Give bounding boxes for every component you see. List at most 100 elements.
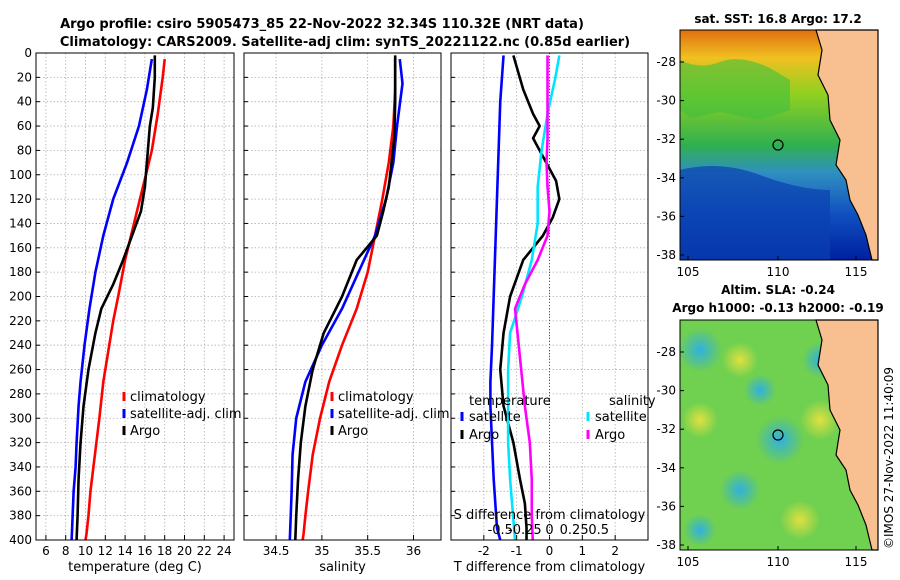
sla-low-eddy bbox=[684, 514, 716, 546]
sst-argo-location-marker bbox=[772, 139, 784, 151]
secondary-tick-label: 0 bbox=[545, 523, 553, 538]
difference-panel: -2 -1 0 1 2 T difference from climatology temp… bbox=[450, 52, 656, 575]
map-y-tick-label: -36 bbox=[656, 209, 676, 223]
map-y-tick-label: -34 bbox=[656, 171, 676, 185]
x-axis-label: T difference from climatology bbox=[453, 560, 646, 575]
sla-map-title2: Argo h1000: -0.13 h2000: -0.19 bbox=[672, 301, 883, 315]
x-tick-label: 14 bbox=[117, 544, 132, 558]
sla-argo-location-marker bbox=[772, 429, 784, 441]
x-tick-label: 16 bbox=[137, 544, 152, 558]
map-x-tick-label: 110 bbox=[767, 555, 790, 569]
sla-map-title1: Altim. SLA: -0.24 bbox=[721, 283, 835, 297]
sla-low-eddy bbox=[720, 470, 760, 510]
x-axis-label: salinity bbox=[319, 560, 366, 575]
y-tick-label: 40 bbox=[17, 95, 32, 109]
x-tick-label: -2 bbox=[478, 544, 490, 558]
secondary-axis-label: S difference from climatology bbox=[454, 508, 646, 523]
legend-label: satellite-adj. clim bbox=[130, 407, 242, 422]
map-y-tick-label: -30 bbox=[656, 384, 676, 398]
legend-label: Argo bbox=[595, 428, 625, 443]
y-tick-label: 200 bbox=[9, 290, 32, 304]
legend-label: Argo bbox=[130, 424, 160, 439]
sla-map: 105 110 115 -28 -30 -32 -34 -36 -38 bbox=[656, 319, 879, 569]
y-tick-label: 120 bbox=[9, 192, 32, 206]
x-tick-label: 24 bbox=[216, 544, 231, 558]
y-tick-label: 400 bbox=[9, 533, 32, 547]
secondary-tick-label: -0.25 bbox=[508, 523, 542, 538]
series-satellite-adj-clim-line bbox=[288, 58, 404, 541]
legend-label: climatology bbox=[338, 390, 414, 405]
y-tick-label: 140 bbox=[9, 216, 32, 230]
map-x-tick-label: 115 bbox=[845, 555, 868, 569]
secondary-tick-label: -0.5 bbox=[488, 523, 513, 538]
x-tick-label: 34.5 bbox=[263, 544, 290, 558]
y-tick-label: 220 bbox=[9, 314, 32, 328]
y-tick-label: 160 bbox=[9, 241, 32, 255]
legend-label: satellite bbox=[469, 410, 521, 425]
x-tick-label: 36 bbox=[406, 544, 421, 558]
map-y-tick-label: -28 bbox=[656, 55, 676, 69]
y-tick-label: 300 bbox=[9, 411, 32, 425]
x-axis-label: temperature (deg C) bbox=[68, 560, 202, 575]
map-x-tick-label: 115 bbox=[845, 265, 868, 279]
y-tick-label: 60 bbox=[17, 119, 32, 133]
y-tick-label: 340 bbox=[9, 460, 32, 474]
map-y-tick-label: -32 bbox=[656, 422, 676, 436]
series-satellite-adj-clim-line bbox=[70, 58, 154, 541]
legend-label: Argo bbox=[338, 424, 368, 439]
series-climatology-line bbox=[301, 59, 397, 541]
legend-label: climatology bbox=[130, 390, 206, 405]
sla-high-eddy bbox=[682, 402, 718, 438]
legend-label: satellite bbox=[595, 410, 647, 425]
y-tick-label: 320 bbox=[9, 436, 32, 450]
x-tick-label: 2 bbox=[611, 544, 619, 558]
y-tick-label: 240 bbox=[9, 338, 32, 352]
sla-high-eddy bbox=[780, 500, 820, 540]
salinity-panel: 34.5 35 35.5 36 salinity climatology satellite… bbox=[243, 52, 450, 575]
series-climatology-line bbox=[84, 58, 166, 541]
map-y-tick-label: -34 bbox=[656, 461, 676, 475]
y-tick-label: 20 bbox=[17, 70, 32, 84]
legend-label: satellite-adj. clim bbox=[338, 407, 450, 422]
x-tick-label: 1 bbox=[579, 544, 587, 558]
sla-high-eddy bbox=[722, 342, 758, 378]
sst-map-ticks: 105 110 115 -28 -30 -32 -34 -36 -38 bbox=[656, 55, 867, 279]
x-tick-label: 22 bbox=[197, 544, 212, 558]
plot-frame bbox=[243, 52, 442, 541]
x-tick-label: 35 bbox=[314, 544, 329, 558]
y-tick-label: 260 bbox=[9, 363, 32, 377]
y-tick-label: 100 bbox=[9, 168, 32, 182]
y-tick-label: 360 bbox=[9, 484, 32, 498]
secondary-tick-label: 0.25 bbox=[560, 523, 589, 538]
sst-map-frame bbox=[679, 29, 879, 261]
sla-map-ticks: 105 110 115 -28 -30 -32 -34 -36 -38 bbox=[656, 345, 867, 569]
y-tick-label: 380 bbox=[9, 509, 32, 523]
map-y-tick-label: -38 bbox=[656, 538, 676, 552]
sst-warm-patch bbox=[680, 59, 790, 120]
map-y-tick-label: -32 bbox=[656, 132, 676, 146]
y-tick-label: 280 bbox=[9, 387, 32, 401]
series-s-satellite-line bbox=[506, 55, 561, 541]
map-x-tick-label: 110 bbox=[767, 265, 790, 279]
timestamp: ©IMOS 27-Nov-2022 11:40:09 bbox=[882, 367, 896, 549]
map-y-tick-label: -38 bbox=[656, 248, 676, 262]
series-s-argo-line bbox=[513, 55, 551, 541]
x-tick-label: 35.5 bbox=[354, 544, 381, 558]
legend-group-title: salinity bbox=[609, 394, 656, 409]
map-y-tick-label: -28 bbox=[656, 345, 676, 359]
sst-map: 105 110 115 -28 -30 -32 -34 -36 -38 bbox=[656, 29, 879, 279]
map-x-tick-label: 105 bbox=[677, 555, 700, 569]
map-x-tick-label: 105 bbox=[677, 265, 700, 279]
x-tick-label: -1 bbox=[511, 544, 523, 558]
series-t-satellite-line bbox=[489, 55, 505, 541]
series-argo-line bbox=[294, 55, 397, 541]
map-y-tick-label: -30 bbox=[656, 94, 676, 108]
sla-low-eddy bbox=[678, 328, 722, 372]
plot-frame bbox=[35, 52, 235, 541]
legend-group-title: temperature bbox=[469, 394, 551, 409]
series-argo-line bbox=[75, 55, 157, 541]
x-tick-label: 10 bbox=[78, 544, 93, 558]
x-tick-label: 18 bbox=[157, 544, 172, 558]
legend-label: Argo bbox=[469, 428, 499, 443]
